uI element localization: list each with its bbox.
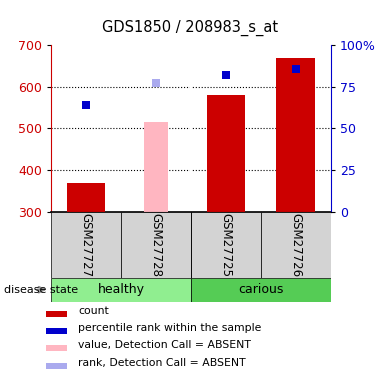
Text: GSM27727: GSM27727	[80, 213, 93, 277]
Text: disease state: disease state	[4, 285, 78, 295]
Bar	[46, 363, 66, 369]
Text: GDS1850 / 208983_s_at: GDS1850 / 208983_s_at	[102, 20, 278, 36]
Bar	[121, 212, 191, 278]
Bar	[46, 310, 66, 316]
Bar	[67, 183, 105, 212]
Text: GSM27725: GSM27725	[219, 213, 232, 277]
Text: carious: carious	[238, 283, 283, 296]
Bar	[261, 212, 331, 278]
Bar	[191, 212, 261, 278]
Text: count: count	[78, 306, 109, 315]
Bar	[51, 212, 121, 278]
Bar	[46, 328, 66, 334]
Bar	[191, 278, 331, 302]
Bar	[46, 345, 66, 351]
Bar	[51, 278, 191, 302]
Bar	[277, 57, 315, 212]
Text: rank, Detection Call = ABSENT: rank, Detection Call = ABSENT	[78, 358, 245, 368]
Bar	[144, 122, 168, 212]
Bar	[207, 95, 245, 212]
Text: GSM27726: GSM27726	[289, 213, 302, 277]
Text: GSM27728: GSM27728	[150, 213, 163, 277]
Text: value, Detection Call = ABSENT: value, Detection Call = ABSENT	[78, 340, 251, 350]
Text: healthy: healthy	[98, 283, 145, 296]
Text: percentile rank within the sample: percentile rank within the sample	[78, 323, 261, 333]
